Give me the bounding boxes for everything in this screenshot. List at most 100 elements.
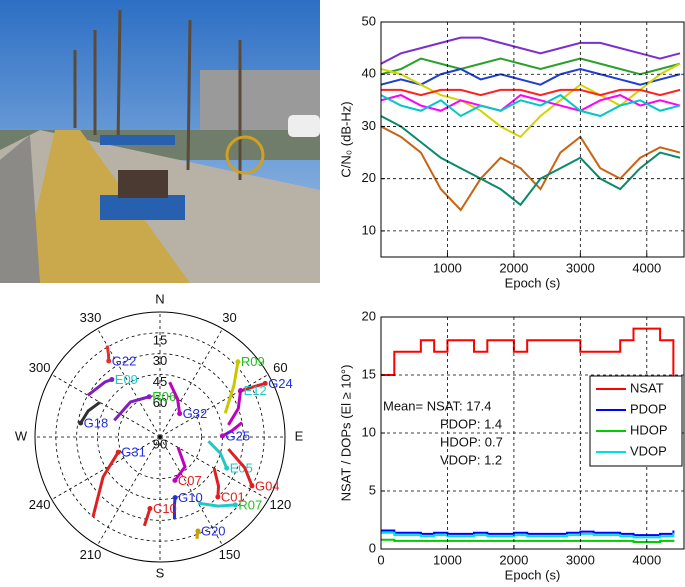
annotation: HDOP: 0.7 — [440, 434, 503, 449]
satellite-label: R07 — [238, 497, 262, 512]
satellite-track — [91, 451, 120, 518]
series-line — [381, 115, 681, 207]
photo-curb — [0, 135, 40, 283]
photo-car — [288, 115, 320, 137]
satellite-label: E09 — [115, 372, 138, 387]
series-line — [381, 88, 681, 97]
satellite-position — [224, 465, 230, 471]
satellite-track — [223, 361, 240, 414]
y-tick-label: 15 — [362, 366, 376, 381]
x-tick-label: 3000 — [566, 260, 595, 275]
satellite-position — [109, 377, 115, 383]
satellite-label: G18 — [84, 415, 109, 430]
satellite-label: G22 — [112, 353, 137, 368]
satellite-position — [232, 502, 238, 508]
photo-trees — [73, 9, 242, 180]
satellite-position — [177, 411, 183, 417]
satellite-track — [79, 401, 101, 424]
satellite-position — [147, 506, 153, 512]
satellite-label: G20 — [201, 523, 226, 538]
legend-label: PDOP — [630, 401, 667, 416]
satellite-label: G04 — [255, 478, 280, 493]
satellite-track — [197, 501, 236, 508]
azimuth-line — [159, 374, 269, 438]
series-line — [381, 62, 681, 139]
elevation-label: 30 — [153, 353, 167, 368]
plot-area — [381, 22, 684, 257]
photo-cart-top — [100, 135, 175, 145]
x-tick-label: 2000 — [499, 552, 528, 567]
satellite-label: R06 — [152, 389, 176, 404]
satellite-position — [219, 433, 225, 439]
satellite-position — [195, 528, 201, 534]
azimuth-label: N — [155, 291, 164, 306]
annotation: Mean= NSAT: 17.4 — [383, 398, 492, 413]
azimuth-label: 330 — [80, 310, 102, 325]
azimuth-line — [159, 436, 223, 546]
y-axis-label: C/N₀ (dB-Hz) — [338, 101, 353, 177]
azimuth-line — [159, 328, 223, 438]
x-tick-label: 2000 — [499, 260, 528, 275]
azimuth-line — [51, 436, 161, 500]
satellite-label: C07 — [178, 473, 202, 488]
y-tick-label: 20 — [362, 170, 376, 185]
satellite-label: C01 — [221, 489, 245, 504]
satellite-label: G25 — [225, 428, 250, 443]
y-tick-label: 20 — [362, 308, 376, 323]
x-tick-label: 1000 — [433, 260, 462, 275]
series-line — [381, 538, 675, 544]
y-tick-label: 30 — [362, 118, 376, 133]
azimuth-label: S — [156, 565, 165, 580]
satellite-position — [78, 420, 84, 426]
satellite-label: G31 — [121, 445, 146, 460]
y-tick-label: 50 — [362, 13, 376, 28]
azimuth-label: W — [15, 428, 28, 443]
series-line — [381, 327, 675, 387]
satellite-track — [227, 390, 243, 426]
satellite-position — [172, 477, 178, 483]
azimuth-line — [97, 436, 161, 546]
azimuth-label: 300 — [29, 360, 51, 375]
x-tick-label: 0 — [377, 552, 384, 567]
azimuth-line — [51, 374, 161, 438]
satellite-label: G10 — [178, 490, 203, 505]
azimuth-label: 120 — [270, 497, 292, 512]
satellite-track — [207, 440, 229, 469]
y-tick-label: 0 — [369, 540, 376, 555]
azimuth-label: 240 — [29, 497, 51, 512]
annotation: VDOP: 1.2 — [440, 452, 502, 467]
series-line — [381, 67, 681, 86]
azimuth-label: 60 — [273, 360, 287, 375]
series-line — [381, 125, 681, 212]
satellite-track — [173, 446, 187, 482]
azimuth-label: 30 — [222, 310, 236, 325]
satellite-position — [106, 358, 112, 364]
x-tick-label: 3000 — [566, 552, 595, 567]
satellite-track — [221, 421, 244, 438]
azimuth-label: E — [295, 428, 304, 443]
elevation-label: 60 — [153, 395, 167, 410]
x-axis-label: Epoch (s) — [505, 567, 561, 582]
photo-box — [118, 170, 168, 198]
satellite-track — [212, 467, 221, 498]
satellite-position — [262, 380, 268, 386]
satellite-label: G32 — [183, 406, 208, 421]
satellite-position — [238, 387, 244, 393]
satellite-position — [172, 495, 178, 501]
azimuth-label: 210 — [80, 547, 102, 562]
x-axis-label: Epoch (s) — [505, 275, 561, 290]
legend-label: HDOP — [630, 422, 668, 437]
legend-label: VDOP — [630, 443, 667, 458]
x-tick-label: 4000 — [632, 552, 661, 567]
series-line — [381, 57, 681, 76]
satellite-label: R09 — [241, 354, 265, 369]
photo — [0, 0, 320, 283]
satellite-position — [215, 494, 221, 500]
legend-label: NSAT — [630, 380, 664, 395]
plot-frame — [380, 316, 685, 550]
satellite-track — [168, 381, 182, 414]
plot-frame — [380, 21, 685, 258]
satellite-track — [227, 448, 254, 487]
